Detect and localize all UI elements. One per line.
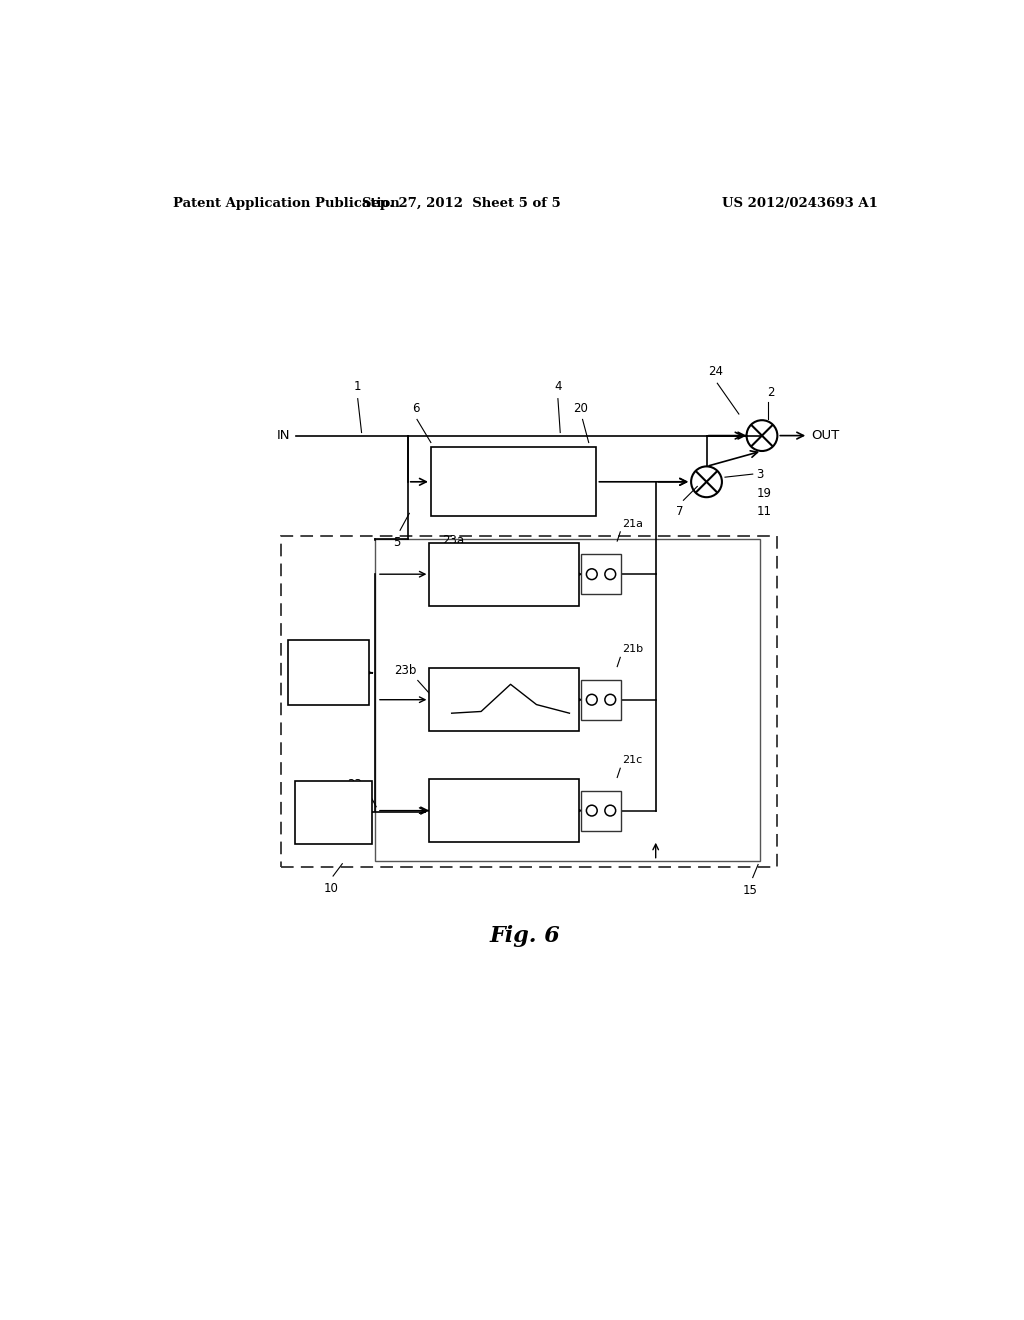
Bar	[289, 640, 370, 705]
Text: 19: 19	[757, 487, 771, 500]
Bar	[376, 539, 761, 861]
Text: 23a: 23a	[441, 535, 464, 548]
Text: 16: 16	[325, 803, 342, 816]
Text: 20: 20	[573, 401, 589, 414]
Text: Input: Input	[547, 589, 574, 599]
Bar	[295, 780, 372, 843]
Text: 6: 6	[412, 401, 419, 414]
Text: 23b: 23b	[394, 664, 416, 677]
Text: 4: 4	[554, 380, 561, 393]
Text: Input: Input	[547, 714, 574, 725]
Text: Gain: Gain	[438, 785, 463, 795]
Text: Fig. 6: Fig. 6	[489, 925, 560, 948]
Text: 2: 2	[767, 385, 775, 399]
Bar	[581, 554, 621, 594]
Text: 21a: 21a	[622, 519, 643, 529]
Text: US 2012/0243693 A1: US 2012/0243693 A1	[722, 197, 878, 210]
Text: 1: 1	[354, 380, 361, 393]
Text: Gain: Gain	[438, 549, 463, 558]
Text: 10: 10	[324, 882, 338, 895]
Bar	[281, 536, 777, 867]
Text: IN: IN	[276, 429, 290, 442]
Text: Input: Input	[563, 499, 590, 508]
Bar	[429, 779, 580, 842]
Text: 17: 17	[319, 665, 338, 680]
Text: Gain: Gain	[441, 453, 466, 463]
Text: OUT: OUT	[811, 429, 840, 442]
Text: 24: 24	[709, 364, 723, 378]
Text: 21b: 21b	[622, 644, 643, 655]
Bar	[581, 791, 621, 830]
Text: 15: 15	[743, 884, 758, 896]
Text: 7: 7	[676, 506, 683, 517]
Text: Input: Input	[547, 825, 574, 836]
Text: Patent Application Publication: Patent Application Publication	[173, 197, 399, 210]
Text: 3: 3	[757, 467, 764, 480]
Bar	[429, 668, 580, 731]
Text: Gain: Gain	[438, 675, 463, 684]
Bar	[431, 447, 596, 516]
Text: 11: 11	[757, 504, 771, 517]
Bar	[581, 680, 621, 719]
Text: Sep. 27, 2012  Sheet 5 of 5: Sep. 27, 2012 Sheet 5 of 5	[362, 197, 561, 210]
Text: 5: 5	[393, 536, 400, 549]
Bar	[429, 543, 580, 606]
Text: 21c: 21c	[622, 755, 642, 766]
Text: 23c: 23c	[347, 779, 369, 792]
